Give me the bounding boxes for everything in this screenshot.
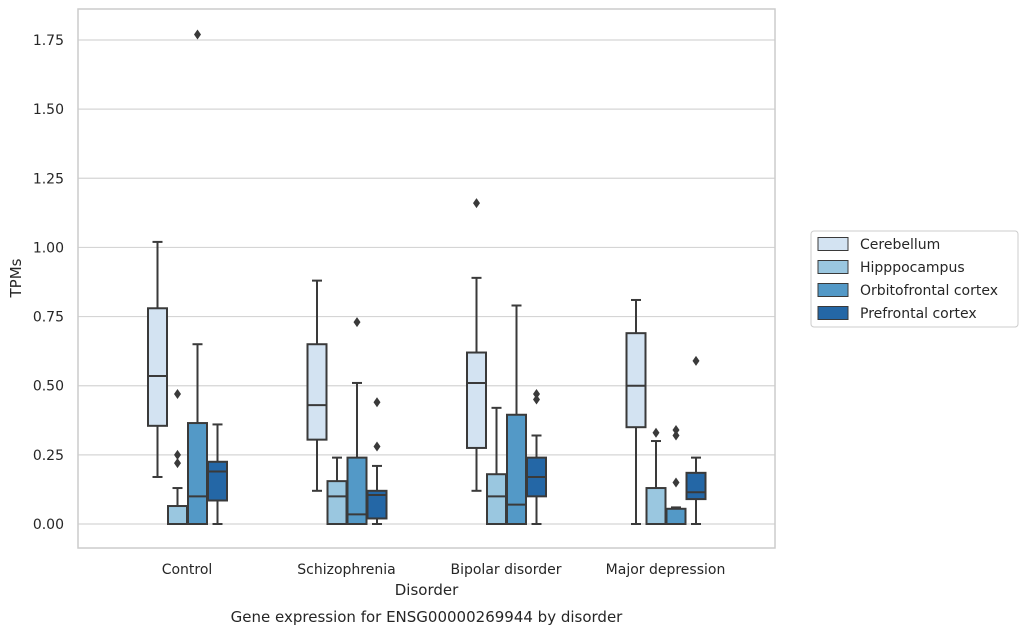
y-tick-label: 1.50 <box>33 102 64 118</box>
box-prefrontal-cortex <box>685 355 707 525</box>
x-tick-label: Control <box>162 562 213 578</box>
outlier-point <box>174 458 181 469</box>
box-groups <box>147 29 707 526</box>
iqr-box <box>306 343 328 441</box>
y-tick-label: 1.75 <box>33 33 64 49</box>
legend-swatch <box>817 283 849 297</box>
legend-swatch <box>817 306 849 320</box>
legend-label: Hipppocampus <box>860 260 965 276</box>
box-cerebellum <box>147 240 168 478</box>
outlier-point <box>672 424 680 435</box>
outlier-point <box>692 355 700 366</box>
y-tick-label: 1.00 <box>33 240 64 256</box>
box-orbitofrontal-cortex <box>506 304 527 525</box>
outlier-point <box>652 427 660 438</box>
y-tick-labels: 0.00 0.25 0.50 0.75 1.00 1.25 1.50 1.75 <box>33 33 64 533</box>
legend-items: Cerebellum Hipppocampus Orbitofrontal cort… <box>817 237 998 322</box>
outlier-point <box>174 389 181 400</box>
y-tick-label: 0.25 <box>33 448 64 464</box>
iqr-box <box>466 351 487 449</box>
iqr-box <box>207 460 228 502</box>
iqr-box <box>625 332 647 429</box>
iqr-box <box>506 413 527 525</box>
plot-frame <box>77 8 776 549</box>
legend: Cerebellum Hipppocampus Orbitofrontal cort… <box>810 230 1019 328</box>
legend-label: Orbitofrontal cortex <box>860 283 998 299</box>
legend-label: Prefrontal cortex <box>860 306 977 322</box>
iqr-box <box>326 480 348 526</box>
outlier-point <box>672 430 680 441</box>
outlier-point <box>672 477 680 488</box>
legend-frame <box>810 230 1019 328</box>
outlier-point <box>353 317 361 328</box>
x-tick-label: Major depression <box>606 562 726 578</box>
x-axis-label: Disorder <box>395 581 459 599</box>
box-prefrontal-cortex <box>207 423 228 525</box>
outlier-point <box>174 449 181 460</box>
box-prefrontal-cortex <box>366 397 388 525</box>
box-hipppocampus <box>167 389 188 525</box>
legend-swatch <box>817 237 849 251</box>
box-cerebellum <box>306 279 328 492</box>
x-tick-label: Schizophrenia <box>297 562 395 578</box>
iqr-box <box>366 489 388 520</box>
outlier-point <box>194 29 201 40</box>
box-prefrontal-cortex <box>526 389 547 525</box>
grid-lines <box>78 39 775 525</box>
box-orbitofrontal-cortex <box>665 424 687 526</box>
legend-label: Cerebellum <box>860 237 940 253</box>
outlier-point <box>533 394 540 405</box>
y-tick-label: 1.25 <box>33 171 64 187</box>
box-cerebellum <box>466 198 487 492</box>
iqr-box <box>486 473 507 525</box>
outlier-point <box>373 397 381 408</box>
box-hipppocampus <box>326 456 348 526</box>
iqr-box <box>665 507 687 526</box>
box-hipppocampus <box>486 406 507 525</box>
y-tick-label: 0.00 <box>33 517 64 533</box>
box-hipppocampus <box>645 427 667 525</box>
x-tick-label: Bipolar disorder <box>450 562 561 578</box>
legend-swatch <box>817 260 849 274</box>
iqr-box <box>685 471 707 501</box>
chart-caption: Gene expression for ENSG00000269944 by d… <box>231 608 624 626</box>
iqr-box <box>645 487 667 525</box>
iqr-box <box>147 307 168 427</box>
y-tick-label: 0.75 <box>33 310 64 326</box>
iqr-box <box>187 422 208 525</box>
iqr-box <box>167 505 188 525</box>
y-tick-label: 0.50 <box>33 379 64 395</box>
box-orbitofrontal-cortex <box>187 29 208 525</box>
box-orbitofrontal-cortex <box>346 317 368 526</box>
outlier-point <box>533 389 540 400</box>
outlier-point <box>473 198 480 209</box>
y-axis-label: TPMs <box>7 258 25 298</box>
x-tick-labels: Control Schizophrenia Bipolar disorder Majo… <box>162 562 726 578</box>
outlier-point <box>373 441 381 452</box>
box-cerebellum <box>625 298 647 525</box>
